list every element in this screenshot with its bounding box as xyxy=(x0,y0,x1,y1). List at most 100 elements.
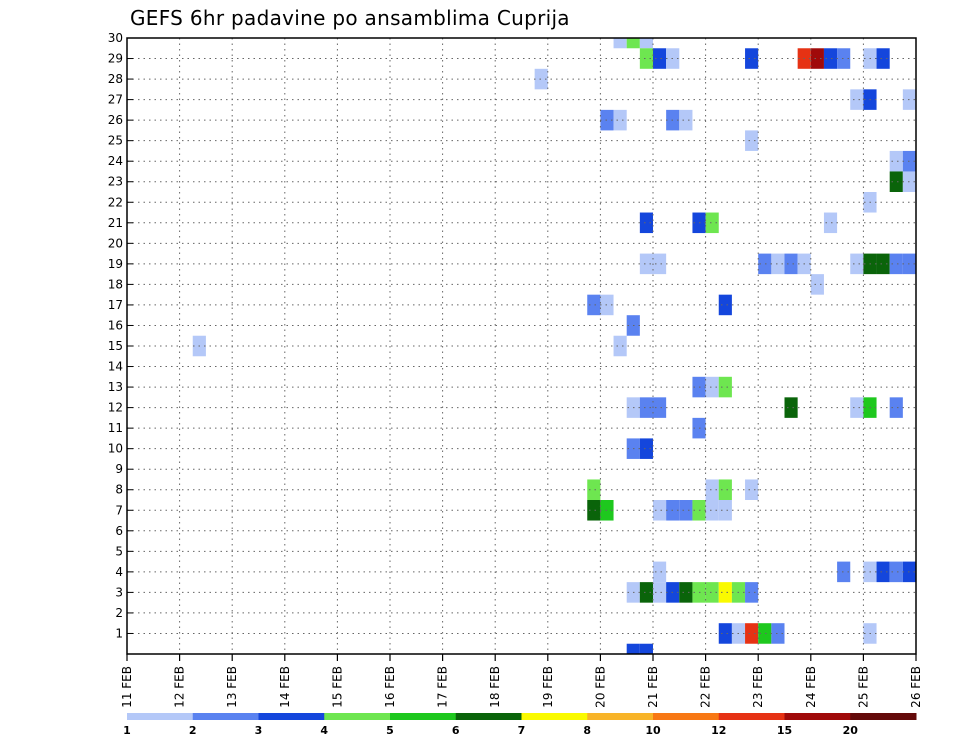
legend-swatch xyxy=(324,713,391,720)
heatmap-cell xyxy=(705,500,719,521)
legend-swatch xyxy=(784,713,851,720)
color-legend: 1 2 3 4 5 6 7 8 10 12 15 20 xyxy=(123,713,917,737)
legend-swatch xyxy=(192,713,259,720)
y-tick-label: 12 xyxy=(108,401,123,415)
heatmap-cell xyxy=(626,38,640,49)
heatmap-cell xyxy=(718,376,732,398)
y-tick-label: 1 xyxy=(115,626,123,640)
heatmap-cell xyxy=(679,582,693,603)
x-tick-label: 23 FEB xyxy=(751,666,765,708)
heatmap-cell xyxy=(850,253,864,275)
y-axis: 1234567891011121314151617181920212223242… xyxy=(108,31,133,640)
heatmap-cell xyxy=(639,253,653,275)
x-tick-label: 22 FEB xyxy=(699,666,713,708)
heatmap-cell xyxy=(718,623,732,644)
heatmap-cell xyxy=(653,253,667,275)
heatmap-cell xyxy=(639,643,653,654)
heatmap-cell xyxy=(639,38,653,49)
y-tick-label: 22 xyxy=(108,195,123,209)
y-tick-label: 9 xyxy=(115,462,123,476)
y-tick-label: 11 xyxy=(108,421,123,435)
heatmap-cell xyxy=(639,397,653,418)
x-tick-label: 12 FEB xyxy=(173,666,187,708)
y-tick-label: 25 xyxy=(108,134,123,148)
heatmap-cell xyxy=(639,438,653,459)
y-tick-label: 7 xyxy=(115,503,123,517)
heatmap-cell xyxy=(823,212,838,234)
heatmap-cell xyxy=(679,500,693,521)
y-tick-label: 30 xyxy=(108,31,123,45)
y-tick-label: 26 xyxy=(108,113,123,127)
heatmap-cell xyxy=(613,109,627,131)
legend-swatch xyxy=(587,713,654,720)
heatmap-cell xyxy=(745,582,759,603)
y-tick-label: 17 xyxy=(108,298,123,312)
legend-swatch xyxy=(653,713,720,720)
legend-swatch xyxy=(390,713,457,720)
heatmap-cell xyxy=(850,89,864,110)
x-tick-label: 21 FEB xyxy=(646,666,660,708)
x-tick-label: 11 FEB xyxy=(120,666,134,708)
y-tick-label: 23 xyxy=(108,175,123,189)
y-tick-label: 3 xyxy=(115,585,123,599)
heatmap-cell xyxy=(745,479,759,500)
x-axis: 11 FEB 12 FEB 13 FEB 14 FEB 15 FEB 16 FEB 17 F… xyxy=(120,654,923,708)
legend-label: 2 xyxy=(189,724,197,737)
heatmap-cell xyxy=(705,376,719,398)
y-tick-label: 8 xyxy=(115,483,123,497)
legend-label: 12 xyxy=(711,724,726,737)
grid-layer xyxy=(127,38,916,654)
heatmap-cell xyxy=(639,48,653,69)
heatmap-cell xyxy=(653,561,667,583)
legend-label: 7 xyxy=(518,724,526,737)
heatmap-cell xyxy=(587,294,601,316)
legend-swatch xyxy=(127,713,194,720)
heatmap-cell xyxy=(810,274,824,295)
heatmap-cell xyxy=(653,500,667,521)
chart-title: GEFS 6hr padavine po ansamblima Cuprija xyxy=(130,6,570,30)
heatmap-cell xyxy=(639,582,653,603)
heatmap-cell xyxy=(889,171,903,192)
x-tick-label: 19 FEB xyxy=(541,666,555,708)
y-tick-label: 18 xyxy=(108,277,123,291)
legend-swatch xyxy=(718,713,785,720)
heatmap-cell xyxy=(587,500,601,521)
heatmap-cell xyxy=(653,48,667,69)
heatmap-cell xyxy=(705,212,719,234)
heatmap-cell xyxy=(587,479,601,500)
heatmap-cell xyxy=(705,479,719,500)
x-tick-label: 24 FEB xyxy=(804,666,818,708)
x-tick-label: 18 FEB xyxy=(488,666,502,708)
heatmap-cell xyxy=(653,582,667,603)
legend-swatch xyxy=(455,713,522,720)
heatmap-cell xyxy=(534,68,548,90)
heatmap-cell xyxy=(837,561,851,583)
heatmap-cell xyxy=(889,150,903,172)
legend-swatch xyxy=(258,713,325,720)
heatmap-cell xyxy=(837,48,851,69)
x-tick-label: 25 FEB xyxy=(856,666,870,708)
x-tick-label: 17 FEB xyxy=(436,666,450,708)
legend-label: 4 xyxy=(320,724,328,737)
heatmap-cell xyxy=(718,500,732,521)
y-tick-label: 6 xyxy=(115,524,123,538)
heatmap-cell xyxy=(784,253,798,275)
legend-label: 6 xyxy=(452,724,460,737)
heatmap-cell xyxy=(784,397,798,418)
heatmap-cell xyxy=(758,253,772,275)
heatmap-cell xyxy=(823,48,838,69)
legend-label: 5 xyxy=(386,724,394,737)
y-tick-label: 19 xyxy=(108,257,123,271)
y-tick-label: 2 xyxy=(115,606,123,620)
x-tick-label: 14 FEB xyxy=(278,666,292,708)
y-tick-label: 4 xyxy=(115,565,123,579)
legend-swatch xyxy=(850,713,917,720)
heatmap-cell xyxy=(679,109,693,131)
plot-frame xyxy=(126,37,917,655)
heatmap-cell xyxy=(876,48,890,69)
heatmap-cell xyxy=(850,397,864,418)
x-tick-label: 20 FEB xyxy=(593,666,607,708)
y-tick-label: 14 xyxy=(108,360,123,374)
y-tick-label: 24 xyxy=(108,154,123,168)
